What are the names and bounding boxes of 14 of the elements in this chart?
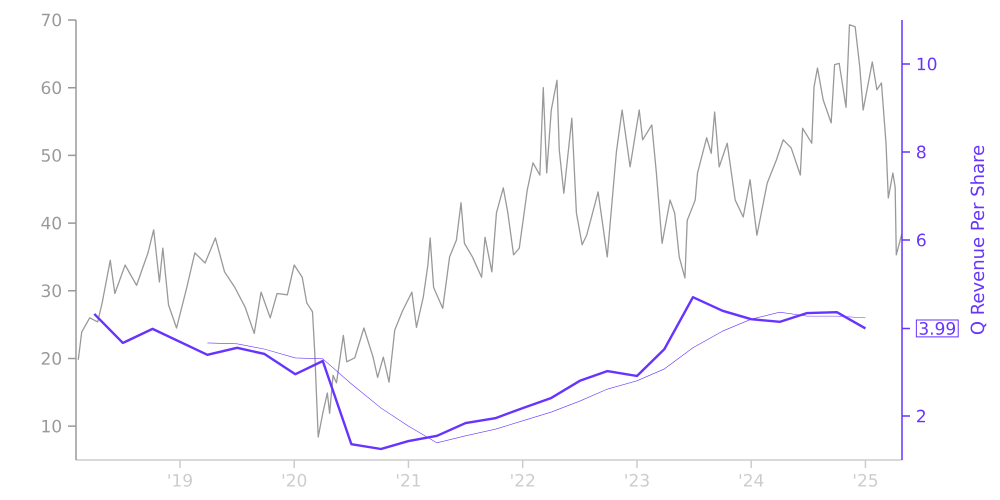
y2-tick-label: 3.99 <box>920 322 956 335</box>
y2-axis-title: Q Revenue Per Share <box>970 146 986 334</box>
y2-tick-label: 2 <box>917 410 925 422</box>
y-tick-label: 70 <box>42 14 62 26</box>
y-tick-label: 60 <box>42 81 62 94</box>
y-tick-label: 30 <box>42 284 62 298</box>
y2-tick-label: 6 <box>917 234 926 246</box>
y-tick-label: 20 <box>42 352 62 365</box>
y2-tick-label: 10 <box>918 58 936 70</box>
y-tick-label: 50 <box>42 148 62 162</box>
y-tick-label: 10 <box>42 420 62 433</box>
line-series <box>93 296 867 450</box>
y-tick-label: 40 <box>41 216 62 230</box>
y2-tick-label: 8 <box>917 146 926 158</box>
